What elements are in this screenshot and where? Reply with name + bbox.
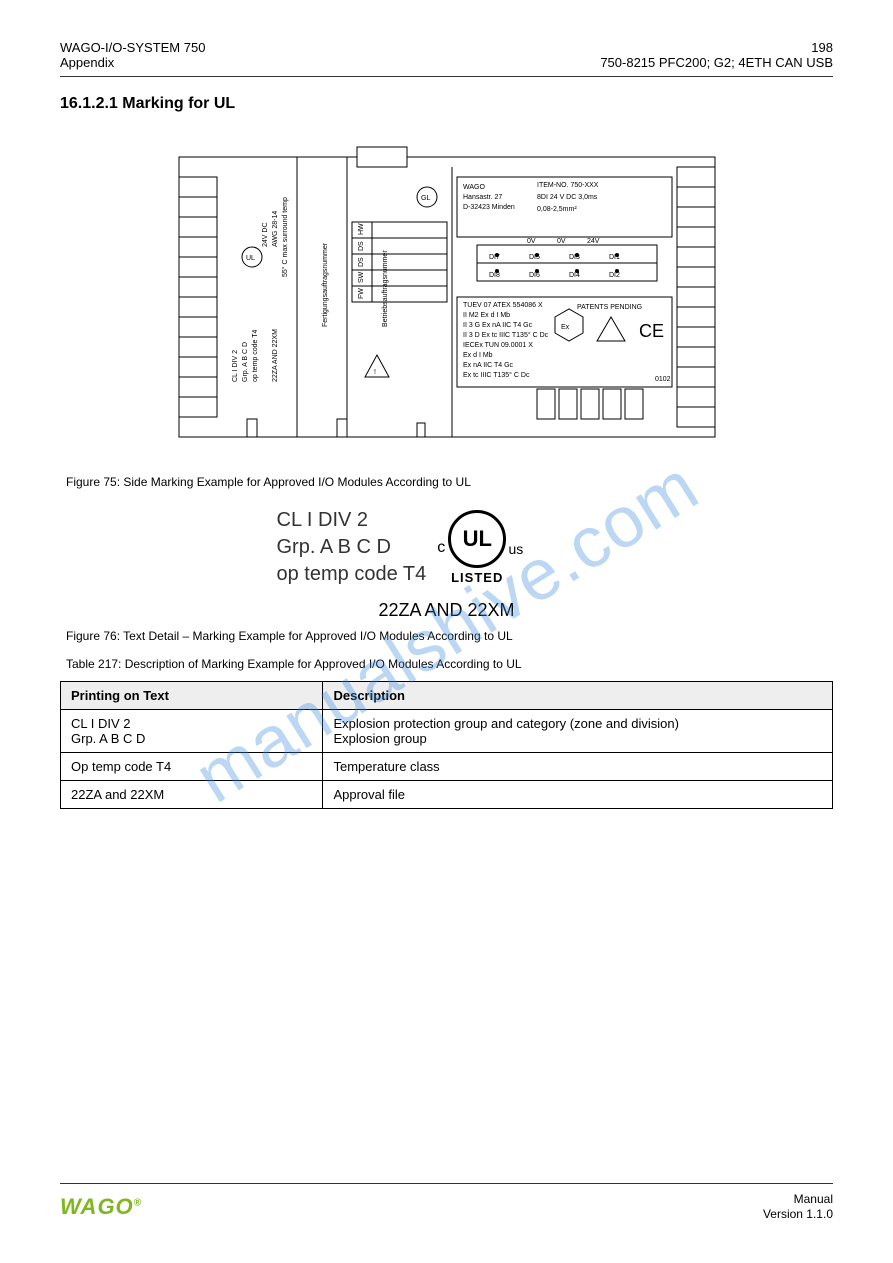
lbl-di2: DI2 <box>609 272 620 279</box>
side-cl: CL I DIV 2 <box>232 350 239 382</box>
side-temp: op temp code T4 <box>252 329 259 382</box>
lbl-0v: 0V <box>527 238 536 245</box>
figure-module: WAGO Hansastr. 27 D-32423 Minden ITEM-NO… <box>60 117 833 643</box>
lbl-desc: 8DI 24 V DC 3,0ms <box>537 194 598 201</box>
footer-right: Manual Version 1.1.0 <box>763 1192 833 1223</box>
footer-manual: Manual <box>763 1192 833 1208</box>
footer-version: Version 1.1.0 <box>763 1207 833 1223</box>
table-row: Op temp code T4 Temperature class <box>61 753 833 781</box>
lbl-patents: PATENTS PENDING <box>577 304 642 311</box>
side-24v: 24V DC <box>262 222 269 247</box>
cell-r2c0: 22ZA and 22XM <box>61 781 323 809</box>
lbl-iecex2: II 3 G Ex nA IIC T4 Gc <box>463 322 533 329</box>
lbl-addr1: Hansastr. 27 <box>463 194 502 201</box>
header-model: 750-8215 PFC200; G2; 4ETH CAN USB <box>600 55 833 70</box>
warn-icon: ! <box>374 369 376 376</box>
lbl-iecex3: II 3 D Ex tc IIIC T135° C Dc <box>463 331 549 339</box>
enl-line2: Grp. A B C D <box>277 534 427 561</box>
lbl-ds1: DS <box>358 241 365 251</box>
th-printing: Printing on Text <box>61 682 323 710</box>
ul-circle-icon: UL <box>448 510 506 568</box>
ce-icon: CE <box>639 321 664 341</box>
side-grp: Grp. A B C D <box>242 342 249 382</box>
table-title: Table 217: Description of Marking Exampl… <box>60 657 833 671</box>
lbl-addr2: D-32423 Minden <box>463 204 515 211</box>
figure-caption-75: Figure 75: Side Marking Example for Appr… <box>60 475 471 489</box>
enl-line3: op temp code T4 <box>277 561 427 588</box>
th-desc: Description <box>323 682 833 710</box>
section-title: 16.1.2.1 Marking for UL <box>60 95 833 113</box>
lbl-di8: DI8 <box>489 272 500 279</box>
header-product: WAGO-I/O-SYSTEM 750 <box>60 40 205 55</box>
description-table: Printing on Text Description CL I DIV 2 … <box>60 681 833 809</box>
page-footer: WAGO® Manual Version 1.1.0 <box>60 1183 833 1223</box>
page-number: 198 <box>600 40 833 55</box>
cell-r1c1: Temperature class <box>323 753 833 781</box>
enlarged-text: CL I DIV 2 Grp. A B C D op temp code T4 <box>277 507 427 588</box>
enlarged-detail: CL I DIV 2 Grp. A B C D op temp code T4 … <box>277 507 617 588</box>
side-55c: 55° C max surround temp <box>281 197 289 277</box>
lbl-sw: SW <box>358 271 365 283</box>
wago-logo-text: WAGO <box>60 1194 134 1219</box>
ul-small-icon: UL <box>246 255 255 262</box>
cell-r1c0: Op temp code T4 <box>61 753 323 781</box>
side-awg: AWG 28-14 <box>272 211 279 247</box>
lbl-item: ITEM-NO. 750-XXX <box>537 182 599 189</box>
lbl-iecex6: Ex nA IIC T4 Gc <box>463 362 514 369</box>
lbl-di4: DI4 <box>569 272 580 279</box>
gl-icon: GL <box>421 195 430 202</box>
lbl-24v: 24V <box>587 238 600 245</box>
module-side-drawing: WAGO Hansastr. 27 D-32423 Minden ITEM-NO… <box>177 127 717 467</box>
table-row: 22ZA and 22XM Approval file <box>61 781 833 809</box>
page-header: WAGO-I/O-SYSTEM 750 Appendix 198 750-821… <box>60 40 833 77</box>
enl-bottom: 22ZA AND 22XM <box>277 600 617 621</box>
lbl-di6: DI6 <box>529 272 540 279</box>
lbl-ds2: DS <box>358 257 365 267</box>
figure-caption-76: Figure 76: Text Detail – Marking Example… <box>60 629 513 643</box>
ul-mark: UL LISTED <box>448 510 506 585</box>
lbl-fw: FW <box>358 288 365 299</box>
wago-logo: WAGO® <box>60 1194 142 1220</box>
lbl-iecex4: IECEx TUN 09.0001 X <box>463 342 533 349</box>
side-za: 22ZA AND 22XM <box>272 329 279 382</box>
table-row: CL I DIV 2 Grp. A B C D Explosion protec… <box>61 710 833 753</box>
lbl-wire: 0,08-2,5mm² <box>537 206 577 213</box>
ul-listed: LISTED <box>448 570 506 585</box>
header-right: 198 750-8215 PFC200; G2; 4ETH CAN USB <box>600 40 833 70</box>
lbl-iecex5: Ex d I Mb <box>463 352 493 359</box>
cell-r2c1: Approval file <box>323 781 833 809</box>
ex-icon: Ex <box>561 324 570 331</box>
cell-r0c1: Explosion protection group and category … <box>323 710 833 753</box>
cell-r0c0: CL I DIV 2 Grp. A B C D <box>61 710 323 753</box>
lbl-iecex0: TUEV 07 ATEX 554086 X <box>463 302 543 309</box>
header-section: Appendix <box>60 55 205 70</box>
lbl-brand: WAGO <box>463 184 485 191</box>
lbl-0v2: 0V <box>557 238 566 245</box>
lbl-rev: 0102 <box>655 376 671 383</box>
lbl-iecex7: Ex tc IIIC T135° C Dc <box>463 371 530 379</box>
enl-line1: CL I DIV 2 <box>277 507 427 534</box>
lbl-fert: Fertigungsauftragsnummer <box>322 242 329 327</box>
lbl-betrieb: Betriebsauftragsnummer <box>382 250 389 327</box>
lbl-iecex1: II M2 Ex d I Mb <box>463 312 510 319</box>
lbl-hw: HW <box>358 223 365 235</box>
header-left: WAGO-I/O-SYSTEM 750 Appendix <box>60 40 205 70</box>
